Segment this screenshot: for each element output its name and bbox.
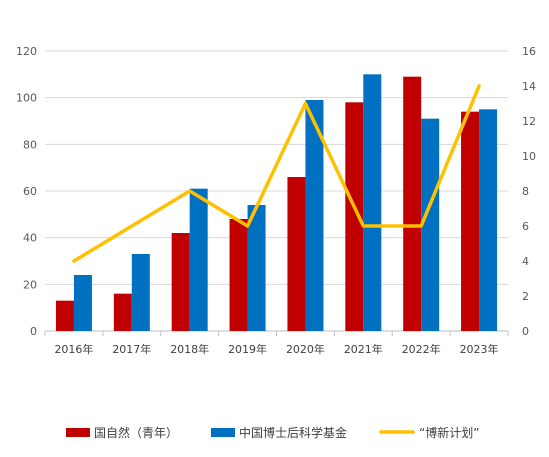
bar: [403, 77, 421, 331]
x-tick-label: 2019年: [228, 342, 267, 356]
y-left-tick-label: 80: [23, 138, 37, 151]
bar: [132, 254, 150, 331]
y-right-tick-label: 6: [522, 220, 529, 233]
bar: [114, 294, 132, 331]
legend: 国自然（青年） 中国博士后科学基金 “博新计划”: [66, 425, 479, 440]
x-tick-label: 2022年: [402, 342, 441, 356]
x-tick-label: 2017年: [112, 342, 151, 356]
y-right-tick-label: 10: [522, 150, 536, 163]
bar: [56, 301, 74, 331]
y-right-tick-label: 8: [522, 185, 529, 198]
y-left-tick-label: 100: [16, 92, 37, 105]
legend-label: 国自然（青年）: [94, 425, 178, 440]
bar: [421, 119, 439, 331]
y-right-tick-label: 12: [522, 115, 536, 128]
legend-label: 中国博士后科学基金: [239, 425, 347, 440]
bar: [479, 109, 497, 331]
legend-swatch: [211, 428, 235, 437]
bar: [230, 219, 248, 331]
y-right-tick-label: 16: [522, 45, 536, 58]
y-right-tick-label: 14: [522, 80, 536, 93]
y-left-tick-label: 60: [23, 185, 37, 198]
bar: [190, 189, 208, 331]
legend-label: “博新计划”: [419, 425, 479, 440]
bar: [172, 233, 190, 331]
x-tick-label: 2020年: [286, 342, 325, 356]
y-left-tick-label: 20: [23, 278, 37, 291]
y-left-tick-label: 40: [23, 232, 37, 245]
y-right-tick-label: 4: [522, 255, 529, 268]
y-right-tick-label: 2: [522, 290, 529, 303]
x-tick-label: 2018年: [170, 342, 209, 356]
y-left-tick-label: 120: [16, 45, 37, 58]
y-left-tick-label: 0: [30, 325, 37, 338]
legend-swatch: [66, 428, 90, 437]
x-tick-label: 2021年: [344, 342, 383, 356]
bar: [363, 74, 381, 331]
bar: [74, 275, 92, 331]
y-right-tick-label: 0: [522, 325, 529, 338]
bar: [461, 112, 479, 331]
x-tick-label: 2016年: [54, 342, 93, 356]
bar: [287, 177, 305, 331]
axes: 0 20 40 60 80 100 120 0 2 4 6 8 10 12 14 16 2016年 2017年 20…: [16, 45, 536, 356]
x-tick-label: 2023年: [460, 342, 499, 356]
